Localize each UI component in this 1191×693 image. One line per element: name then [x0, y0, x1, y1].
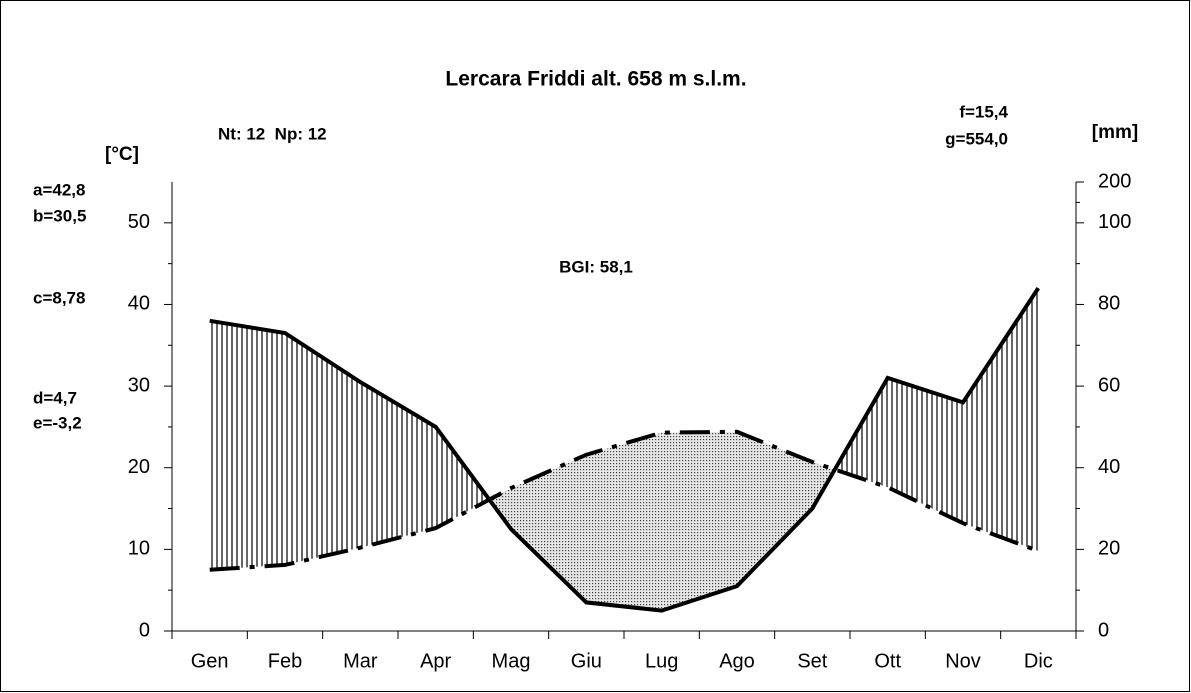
annotation: Nt: 12 Np: 12 [218, 124, 327, 143]
x-tick-label: Feb [268, 650, 302, 672]
x-tick-label: Giu [571, 650, 602, 672]
y2-tick-label: 80 [1098, 293, 1120, 315]
annotation: BGI: 58,1 [559, 257, 633, 276]
y-tick-label: 20 [128, 456, 150, 478]
annotation: g=554,0 [945, 129, 1008, 148]
y2-label: [mm] [1092, 122, 1138, 143]
x-tick-label: Ott [874, 650, 901, 672]
x-tick-label: Lug [645, 650, 678, 672]
x-tick-label: Gen [191, 650, 229, 672]
y-tick-label: 10 [128, 538, 150, 560]
x-tick-label: Apr [420, 650, 451, 672]
y-tick-label: 50 [128, 211, 150, 233]
annotation: f=15,4 [959, 102, 1008, 121]
x-tick-label: Mar [343, 650, 378, 672]
precipitation-line [209, 286, 1040, 613]
y2-tick-label: 40 [1098, 456, 1120, 478]
y2-tick-label: 20 [1098, 538, 1120, 560]
y2-tick-label: 200 [1098, 170, 1131, 192]
x-tick-label: Nov [945, 650, 981, 672]
y-tick-label: 40 [128, 293, 150, 315]
y-tick-label: 0 [139, 619, 150, 641]
annotation: b=30,5 [33, 206, 86, 225]
y2-tick-label: 100 [1098, 211, 1131, 233]
y-label: [°C] [105, 144, 139, 165]
chart-title: Lercara Friddi alt. 658 m s.l.m. [445, 68, 746, 91]
y-tick-label: 30 [128, 374, 150, 396]
y2-tick-label: 60 [1098, 374, 1120, 396]
annotation: a=42,8 [33, 180, 85, 199]
x-tick-label: Mag [492, 650, 531, 672]
x-tick-label: Ago [719, 650, 755, 672]
annotation: e=-3,2 [33, 413, 82, 432]
x-tick-label: Set [797, 650, 827, 672]
annotation: c=8,78 [33, 288, 85, 307]
annotation: d=4,7 [33, 388, 77, 407]
x-tick-label: Dic [1024, 650, 1053, 672]
y2-tick-label: 0 [1098, 619, 1109, 641]
temperature-line [209, 429, 1039, 572]
